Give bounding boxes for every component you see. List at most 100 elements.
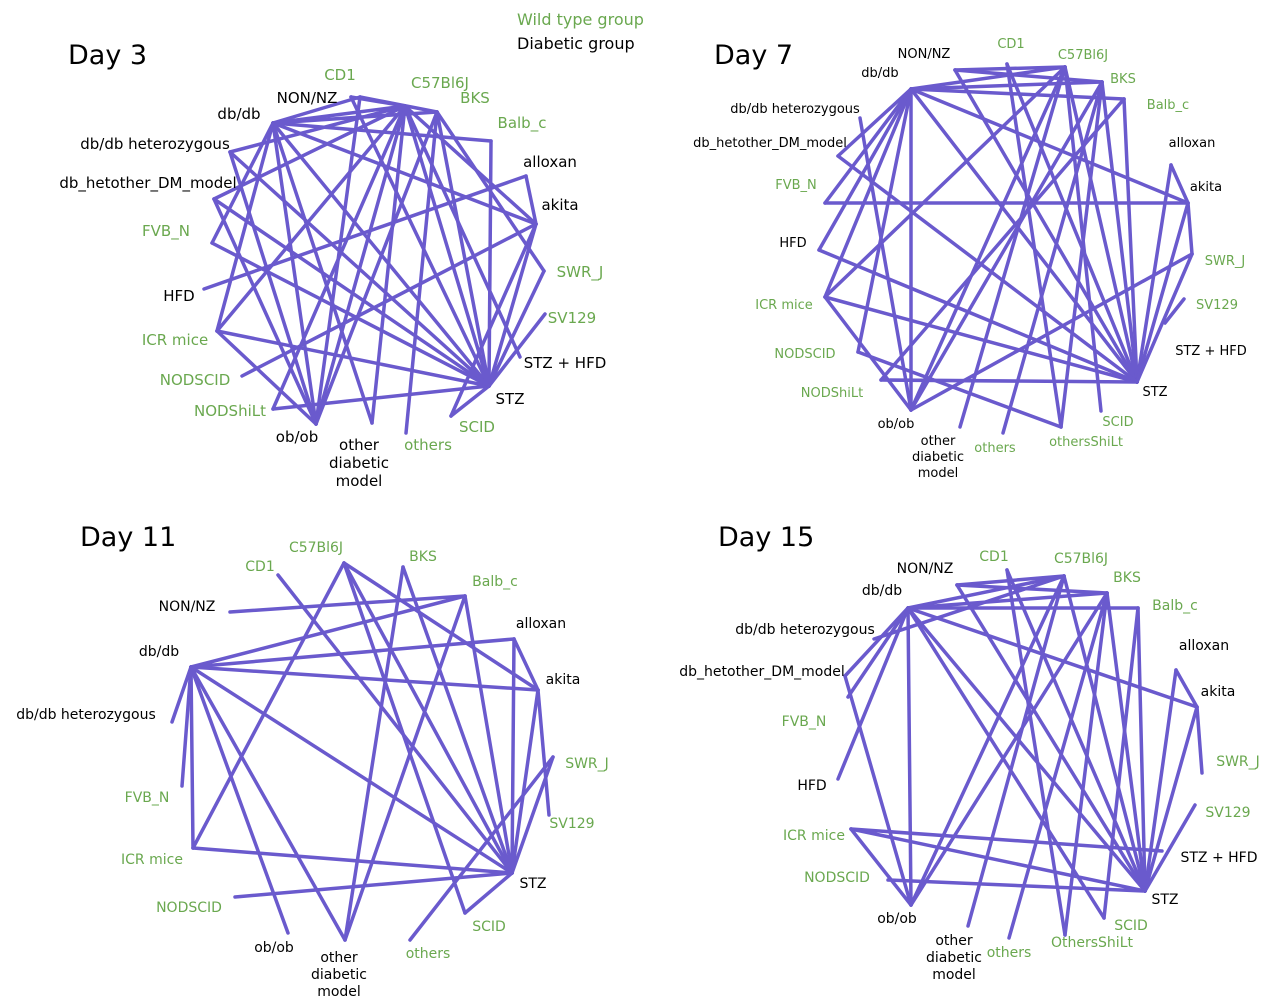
edge-akita-stz [1135, 201, 1190, 384]
edge-db-db-icr-mice [823, 87, 913, 299]
node-label-c57bl6j: C57Bl6J [1054, 551, 1108, 567]
edge-c57bl6j-db-db-heterozygous [228, 104, 407, 154]
node-label-stz: STZ [1151, 892, 1178, 908]
edge-akita-sv129 [536, 688, 551, 817]
edge-stz-fvb-n [210, 241, 491, 388]
edge-stz-scid [449, 384, 491, 418]
edge-db-db-bks [906, 591, 1109, 610]
edge-balb-c-stz [463, 594, 514, 875]
edge-db-hetother-dm-model-stz [836, 154, 1139, 384]
edge-stz-icr-mice [823, 295, 1139, 384]
node-label-ob-ob: ob/ob [254, 940, 294, 956]
node-label-swr-j: SWR_J [565, 756, 609, 772]
edge-bks-othersshilt [1059, 80, 1104, 429]
node-label-stz-hfd: STZ + HFD [524, 354, 607, 372]
edge-db-db-db-hetother-dm-model [843, 606, 910, 678]
edge-stz-db-hetother-dm-model [212, 197, 491, 388]
edge-db-db-fvb-n [180, 665, 193, 788]
node-label-ob-ob: ob/ob [878, 417, 915, 432]
edge-alloxan-akita [524, 174, 538, 226]
node-label-ob-ob: ob/ob [276, 428, 318, 446]
edge-swr-j-stz [510, 755, 555, 875]
node-label-fvb-n: FVB_N [782, 714, 827, 730]
node-label-fvb-n: FVB_N [775, 178, 817, 193]
edge-ob-ob-icr-mice [823, 295, 913, 412]
edge-c57bl6j-akita [342, 561, 540, 692]
edge-db-db-db-hetother-dm-model [836, 87, 913, 158]
node-label-othersshilt: othersShiLt [1049, 435, 1123, 450]
node-label-balb-c: Balb_c [1152, 598, 1198, 614]
node-label-stz: STZ [496, 390, 525, 408]
edge-c57bl6j-ob-ob [909, 65, 1067, 412]
node-label-akita: akita [541, 196, 578, 214]
node-label-cd1: CD1 [324, 66, 356, 84]
node-label-cd1: CD1 [979, 549, 1008, 565]
edge-cd1-stz [1005, 62, 1139, 384]
edge-c57bl6j-stz [1062, 574, 1147, 893]
node-label-c57bl6j: C57Bl6J [1058, 48, 1108, 63]
edge-cd1-bks [358, 95, 439, 114]
edge-non-nz-stz [953, 68, 1139, 384]
edge-balb-c-stz [1136, 606, 1147, 893]
edge-bks-ob-ob [314, 110, 439, 426]
edge-balb-c-nodshilt [879, 97, 1126, 382]
node-label-swr-j: SWR_J [557, 263, 604, 282]
edge-db-db-ob-ob [906, 606, 913, 907]
node-label-scid: SCID [472, 919, 506, 935]
edge-ob-ob-db-hetother-dm-model [843, 674, 913, 907]
edge-db-db-other-diabetic-model [189, 665, 347, 942]
node-label-nodshilt: NODShiLt [194, 402, 266, 420]
node-label-db-db-heterozygous: db/db heterozygous [80, 135, 230, 153]
node-label-fvb-n: FVB_N [125, 790, 170, 806]
edge-c57bl6j-ob-ob [909, 574, 1066, 907]
edge-c57bl6j-scid [342, 561, 467, 915]
edge-alloxan-hfd [202, 174, 528, 291]
edge-bks-others [404, 110, 439, 435]
node-label-non-nz: NON/NZ [897, 561, 954, 577]
node-label-non-nz: NON/NZ [159, 599, 216, 615]
edge-akita-swr-j [1195, 705, 1204, 775]
edge-c57bl6j-other-diabetic-model [958, 65, 1067, 429]
edge-db-db-ob-ob [271, 121, 318, 426]
edge-db-db-akita [906, 606, 1199, 709]
edge-stz-icr-mice [191, 846, 514, 875]
edge-db-db-fvb-n [823, 87, 913, 205]
node-label-non-nz: NON/NZ [277, 89, 338, 107]
edge-icr-mice-ob-ob [215, 329, 318, 426]
edge-c57bl6j-icr-mice [191, 561, 346, 850]
node-label-swr-j: SWR_J [1205, 254, 1245, 269]
edge-alloxan-akita [1174, 668, 1199, 709]
node-label-other-diabetic-model: other diabetic model [311, 950, 367, 1000]
node-label-bks: BKS [1113, 570, 1141, 586]
node-label-others: others [974, 441, 1016, 456]
node-label-alloxan: alloxan [516, 616, 566, 632]
node-label-c57bl6j: C57Bl6J [411, 74, 469, 92]
edge-akita-stz [1143, 705, 1199, 893]
edge-sv129-stz [1143, 803, 1197, 893]
edge-cd1-stz [1005, 568, 1147, 893]
edge-bks-others [1001, 80, 1104, 435]
edge-c57bl6j-other-diabetic-model [370, 104, 407, 425]
node-label-stz: STZ [519, 876, 546, 892]
node-label-cd1: CD1 [245, 559, 274, 575]
node-label-akita: akita [546, 672, 581, 688]
node-label-scid: SCID [459, 418, 495, 436]
edge-db-db-alloxan [189, 637, 516, 669]
node-label-hfd: HFD [797, 778, 826, 794]
edge-cd1-othersshilt [1005, 568, 1067, 937]
node-label-icr-mice: ICR mice [783, 828, 845, 844]
edge-db-db-cd1 [271, 95, 362, 125]
edge-db-db-c57bl6j [906, 574, 1066, 610]
edge-bks-stz [1100, 80, 1139, 384]
edge-db-db-heterozygous-ob-ob [228, 150, 318, 426]
edge-alloxan-stz [1143, 668, 1178, 893]
node-label-fvb-n: FVB_N [142, 222, 190, 241]
node-label-db-db: db/db [139, 644, 179, 660]
edge-non-nz-balb-c [228, 594, 467, 614]
node-label-c57bl6j: C57Bl6J [289, 540, 343, 556]
edge-c57bl6j-other-diabetic-model [966, 574, 1066, 928]
edge-db-db-icr-mice [215, 121, 275, 333]
edge-sv129-stz [487, 312, 547, 388]
node-label-akita: akita [1201, 684, 1236, 700]
